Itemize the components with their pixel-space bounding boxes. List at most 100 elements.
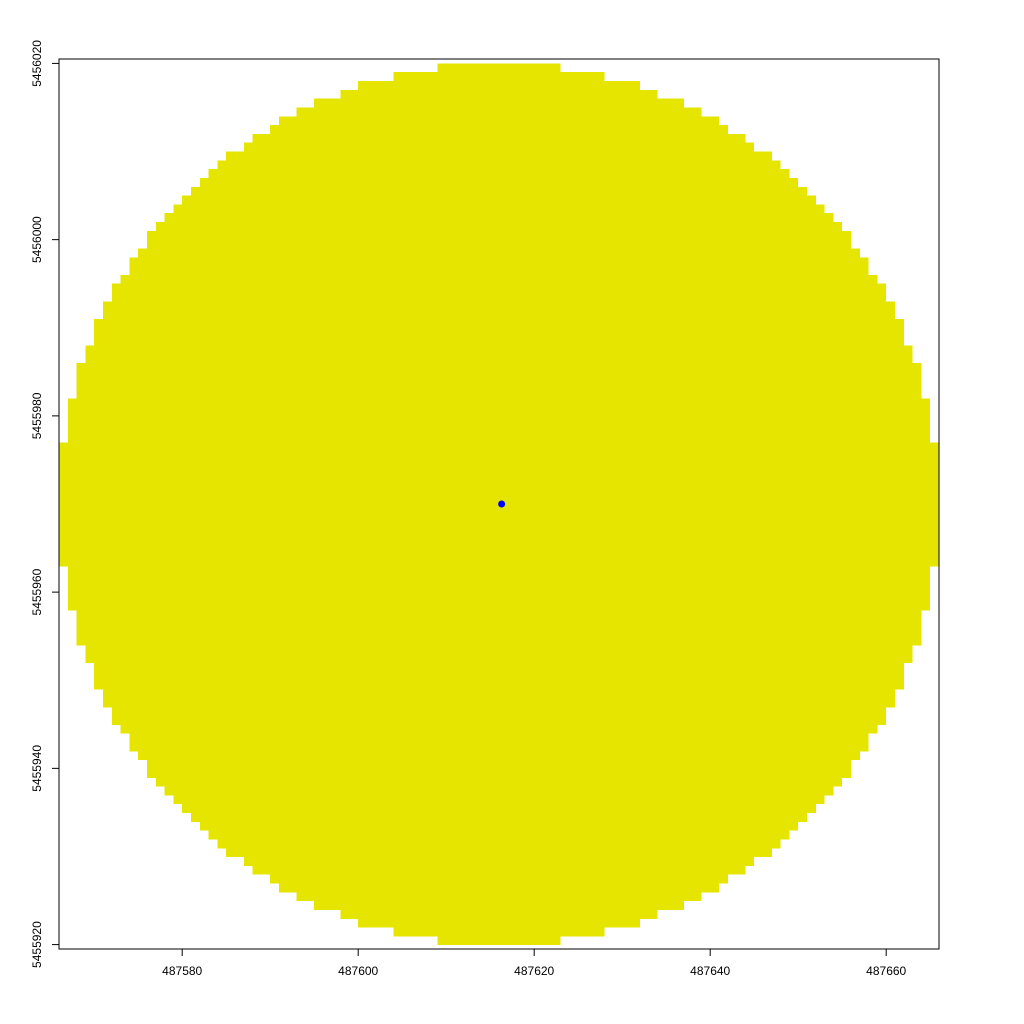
raster-cell-row [94, 680, 904, 690]
raster-cell-row [226, 151, 772, 161]
raster-cell-row [147, 230, 851, 241]
raster-cell-row [111, 283, 887, 294]
raster-cell-row [340, 909, 658, 919]
raster-cell-row [173, 794, 825, 805]
raster-cell-row [393, 72, 605, 82]
raster-cell-row [138, 750, 860, 761]
y-tick-label: 5455980 [30, 392, 44, 439]
y-tick-label: 5455960 [30, 568, 44, 615]
x-tick-label: 487640 [690, 964, 730, 978]
raster-cell-row [182, 803, 816, 814]
raster-cell-row [155, 222, 843, 232]
raster-cell-row [59, 530, 939, 540]
raster-cell-row [76, 609, 922, 620]
y-tick-label: 5456000 [30, 216, 44, 263]
x-tick-label: 487580 [162, 964, 202, 978]
raster-cell-row [314, 900, 684, 910]
raster-cell-row [129, 741, 869, 752]
raster-layer [59, 63, 939, 946]
raster-cell-row [94, 662, 904, 673]
raster-cell-row [252, 865, 746, 875]
raster-cell-row [94, 336, 904, 346]
raster-cell-row [129, 266, 869, 276]
raster-cell-row [59, 495, 939, 505]
y-axis: 5455920 5455940 5455960 5455980 5456000 54560… [30, 40, 59, 968]
raster-cell-row [59, 548, 939, 558]
raster-cell-row [59, 459, 939, 470]
raster-cell-row [217, 838, 781, 849]
x-axis: 487580 487600 487620 487640 487660 [162, 949, 907, 978]
center-point [498, 500, 506, 508]
raster-cell-row [120, 724, 878, 734]
raster-cell-row [191, 812, 807, 822]
raster-cell-row [199, 177, 799, 188]
raster-cell-row [67, 424, 931, 435]
raster-cell-row [191, 186, 807, 197]
raster-cell-row [120, 274, 878, 285]
raster-cell-row [243, 856, 755, 866]
raster-cell-row [147, 759, 851, 769]
raster-cell-row [76, 618, 922, 628]
raster-cell-row [59, 442, 939, 452]
raster-cell-row [437, 63, 561, 73]
y-tick-label: 5456020 [30, 40, 44, 87]
raster-cell-row [129, 257, 869, 267]
raster-cell-row [111, 706, 887, 717]
raster-cell-row [164, 785, 834, 796]
raster-cell-row [76, 636, 922, 646]
raster-cell-row [279, 116, 719, 126]
raster-cell-row [393, 926, 605, 937]
raster-cell-row [67, 415, 931, 426]
raster-cell-row [111, 292, 887, 302]
raster-cell-row [243, 142, 755, 153]
raster-cell-row [103, 310, 895, 320]
raster-cell-row [173, 204, 825, 214]
raster-cell-row [129, 733, 869, 743]
raster-cell-row [358, 918, 640, 928]
raster-cell-row [59, 451, 939, 461]
raster-cell-row [59, 504, 939, 514]
raster-cell-row [208, 169, 790, 179]
raster-cell-row [67, 565, 931, 576]
x-tick-label: 487620 [514, 964, 554, 978]
raster-cell-row [67, 407, 931, 417]
raster-cell-row [340, 89, 658, 100]
raster-cell-row [103, 697, 895, 708]
raster-cell-row [103, 689, 895, 699]
raster-cell-row [111, 715, 887, 725]
raster-cell-row [59, 512, 939, 523]
raster-cell-row [67, 583, 931, 593]
raster-cell-row [147, 239, 851, 250]
raster-cell-row [314, 98, 684, 109]
raster-cell-row [199, 821, 799, 831]
raster-cell-row [76, 363, 922, 373]
point-layer [498, 500, 506, 508]
raster-cell-row [76, 371, 922, 382]
raster-cell-row [226, 847, 772, 858]
x-tick-label: 487600 [338, 964, 378, 978]
raster-cell-row [59, 556, 939, 567]
y-tick-label: 5455920 [30, 921, 44, 968]
raster-cell-row [85, 354, 913, 364]
raster-cell-row [103, 301, 895, 311]
raster-cell-row [76, 627, 922, 637]
raster-cell-row [279, 882, 719, 893]
raster-cell-row [67, 398, 931, 408]
raster-cell-row [437, 935, 561, 946]
y-tick-label: 5455940 [30, 745, 44, 792]
raster-cell-row [147, 768, 851, 778]
raster-cell-row [76, 389, 922, 399]
raster-cell-row [252, 133, 746, 144]
raster-cell-row [358, 81, 640, 91]
plot-frame [58, 58, 940, 950]
raster-cell-row [94, 671, 904, 681]
raster-cell-row [76, 380, 922, 391]
raster-cell-row [208, 830, 790, 840]
raster-cell-row [296, 891, 702, 902]
raster-cell-row [67, 574, 931, 584]
raster-cell-row [182, 195, 816, 205]
raster-cell-row [164, 213, 834, 223]
raster-cell-row [94, 327, 904, 338]
raster-cell-row [59, 539, 939, 549]
